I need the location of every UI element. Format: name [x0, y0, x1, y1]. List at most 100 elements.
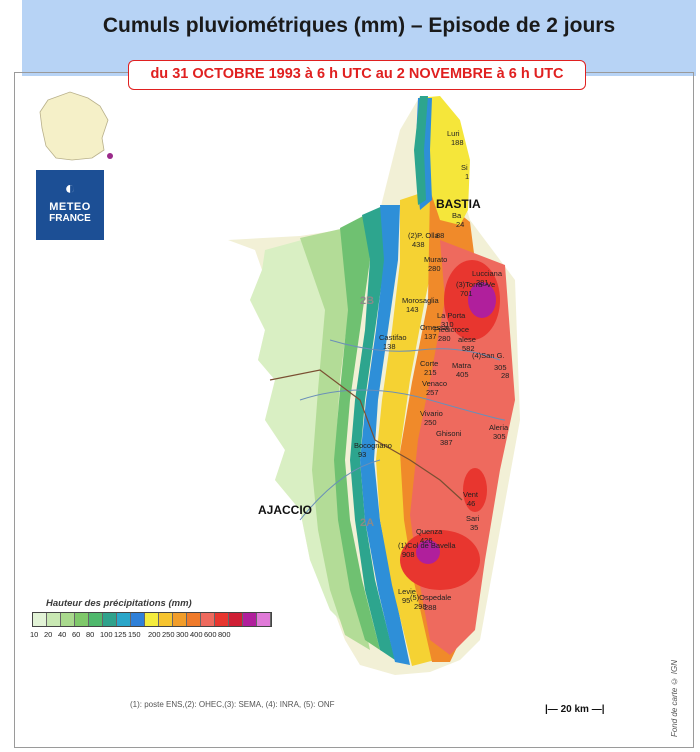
- legend-swatch: [47, 613, 61, 626]
- corsica-locator-icon: [107, 153, 113, 159]
- station-value: 28: [501, 371, 509, 380]
- station-value: 288: [424, 603, 437, 612]
- legend-label: 200: [148, 630, 161, 639]
- zone-125-150: [360, 205, 410, 665]
- station-name: Corte: [420, 359, 438, 368]
- station-value: 438: [412, 240, 425, 249]
- logo-line2: FRANCE: [49, 213, 91, 224]
- station-value: 138: [383, 342, 396, 351]
- station-name: (1)Col de Bavella: [398, 541, 456, 550]
- zone-20-40: [300, 228, 370, 650]
- station-name: Castifao: [379, 333, 407, 342]
- legend-swatch: [131, 613, 145, 626]
- zone-80-125: [350, 205, 395, 660]
- scale-bar: |— 20 km —|: [545, 704, 605, 715]
- legend-label: 40: [58, 630, 67, 639]
- city-bastia: BASTIA: [436, 197, 481, 211]
- legend-label: 125: [114, 630, 127, 639]
- legend-label: 250: [162, 630, 175, 639]
- station-value: 250: [424, 418, 437, 427]
- date-subtitle: du 31 OCTOBRE 1993 à 6 h UTC au 2 NOVEMB…: [128, 60, 586, 90]
- legend-title: Hauteur des précipitations (mm): [46, 598, 192, 609]
- station-value: 701: [460, 289, 473, 298]
- legend-label: 80: [86, 630, 95, 639]
- station-value: 280: [438, 334, 451, 343]
- station-name: Quenza: [416, 527, 443, 536]
- legend-swatch: [187, 613, 201, 626]
- legend-labels: 10 20 40 60 80 100 125 150 200 250 300 400 600 800: [28, 630, 258, 642]
- france-locator-icon: [39, 91, 109, 161]
- station-name: Ghisoni: [436, 429, 462, 438]
- station-name: Bocognano: [354, 441, 392, 450]
- station-name: Ba: [452, 211, 462, 220]
- station-name: Si: [461, 163, 468, 172]
- zone-800-east: [468, 282, 496, 318]
- legend-label: 400: [190, 630, 203, 639]
- station-value: 35: [470, 523, 478, 532]
- station-value: 908: [402, 550, 415, 559]
- station-name: Murato: [424, 255, 447, 264]
- station-name: (3)Torra–Ve: [456, 280, 495, 289]
- station-value: 215: [424, 368, 437, 377]
- legend-swatch: [215, 613, 229, 626]
- station-value: 582: [462, 344, 475, 353]
- legend-label: 100: [100, 630, 113, 639]
- legend-label: 300: [176, 630, 189, 639]
- station-value: 1: [465, 172, 469, 181]
- station-value: 188: [451, 138, 464, 147]
- legend-swatch: [159, 613, 173, 626]
- zone-east-coast: [463, 468, 487, 512]
- station-name: alese: [458, 335, 476, 344]
- legend-swatch: [89, 613, 103, 626]
- station-name: La Porta: [437, 311, 466, 320]
- river-golo: [329, 339, 501, 361]
- legend-swatch: [103, 613, 117, 626]
- department-boundary: [269, 369, 463, 501]
- river-prunelli: [299, 459, 381, 521]
- station-value: 310: [441, 320, 454, 329]
- station-name: Vent: [463, 490, 479, 499]
- legend-label: 60: [72, 630, 81, 639]
- station-name: (5)Ospedale: [410, 593, 451, 602]
- legend-color-scale: [32, 612, 272, 627]
- scale-label: 20 km: [560, 704, 589, 715]
- legend-swatch: [201, 613, 215, 626]
- legend-label: 10: [30, 630, 39, 639]
- legend-swatch: [75, 613, 89, 626]
- station-value: 280: [428, 264, 441, 273]
- station-value: 405: [456, 370, 469, 379]
- station-value: 387: [440, 438, 453, 447]
- station-value: 305: [494, 363, 507, 372]
- legend-swatch: [243, 613, 257, 626]
- station-value: 426: [420, 536, 433, 545]
- station-value: 257: [426, 388, 439, 397]
- meteo-france-logo: ◐ METEO FRANCE: [36, 170, 104, 240]
- zone-600-800-south: [400, 530, 480, 590]
- station-value: 95: [402, 596, 410, 605]
- station-name: Matra: [452, 361, 472, 370]
- station-value: 298: [414, 602, 427, 611]
- legend-swatch: [145, 613, 159, 626]
- station-name: Morosaglia: [402, 296, 440, 305]
- legend-label: 600: [204, 630, 217, 639]
- cap-corse-west-green: [414, 96, 428, 205]
- legend-swatch: [257, 613, 271, 626]
- city-ajaccio: AJACCIO: [258, 503, 312, 517]
- page-title: Cumuls pluviométriques (mm) – Episode de…: [102, 14, 616, 37]
- station-value: 143: [406, 305, 419, 314]
- station-value: 24: [456, 220, 464, 229]
- station-name: Aleria: [489, 423, 509, 432]
- station-name: Omessa: [420, 323, 449, 332]
- map-credit: Fond de carte © IGN: [670, 660, 679, 738]
- station-name: Venaco: [422, 379, 447, 388]
- station-name: (2)P. Olla: [408, 231, 440, 240]
- station-value: 381: [476, 278, 489, 287]
- station-name: Levie: [398, 587, 416, 596]
- legend-swatch: [229, 613, 243, 626]
- station-value: 88: [436, 231, 444, 240]
- zone-800-bavella: [416, 540, 440, 564]
- river-tavignano: [299, 389, 506, 421]
- zone-40-80: [334, 215, 380, 650]
